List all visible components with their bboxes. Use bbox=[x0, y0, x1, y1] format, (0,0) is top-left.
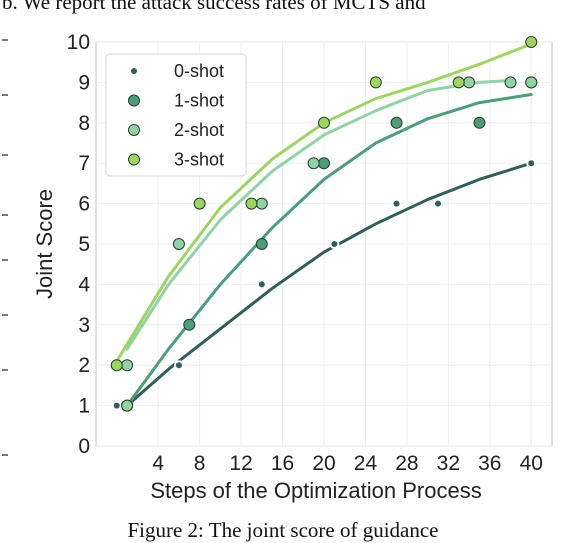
x-tick-label: 8 bbox=[194, 452, 206, 475]
x-tick-label: 20 bbox=[312, 452, 335, 475]
point-0-shot bbox=[393, 200, 400, 207]
point-2-shot bbox=[525, 76, 538, 89]
legend-label-0-shot: 0-shot bbox=[174, 61, 224, 81]
x-tick-label: 32 bbox=[437, 452, 460, 475]
legend-label-2-shot: 2-shot bbox=[174, 120, 224, 140]
x-tick-label: 36 bbox=[478, 452, 501, 475]
point-0-shot bbox=[175, 362, 182, 369]
point-1-shot bbox=[318, 157, 330, 170]
y-tick-label: 6 bbox=[78, 193, 90, 216]
x-tick-label: 24 bbox=[354, 452, 378, 475]
legend-marker-2-shot bbox=[128, 124, 140, 136]
y-tick-label: 7 bbox=[78, 152, 90, 175]
legend-label-1-shot: 1-shot bbox=[174, 91, 224, 111]
y-tick-label: 1 bbox=[78, 395, 90, 418]
figure-caption: Figure 2: The joint score of guidance bbox=[127, 518, 439, 542]
point-3-shot bbox=[369, 76, 382, 89]
point-1-shot bbox=[255, 238, 268, 250]
legend: 0-shot 1-shot 2-shot 3-shot bbox=[105, 53, 247, 177]
y-tick-label: 5 bbox=[78, 233, 90, 256]
x-axis-label: Steps of the Optimization Process bbox=[150, 478, 481, 503]
y-tick-label: 4 bbox=[78, 273, 90, 296]
point-1-shot bbox=[390, 116, 403, 129]
y-tick-label: 9 bbox=[78, 71, 90, 94]
x-tick-label: 40 bbox=[520, 452, 543, 475]
point-3-shot bbox=[452, 76, 465, 89]
y-axis-label: Joint Score bbox=[32, 189, 57, 299]
point-0-shot bbox=[113, 402, 120, 409]
point-2-shot bbox=[172, 238, 185, 250]
point-3-shot bbox=[245, 197, 258, 210]
x-tick-label: 16 bbox=[271, 452, 294, 475]
x-tick-label: 28 bbox=[395, 452, 418, 475]
point-2-shot bbox=[121, 399, 134, 412]
point-0-shot bbox=[331, 241, 338, 247]
point-1-shot bbox=[183, 318, 196, 331]
y-tick-label: 8 bbox=[78, 112, 90, 135]
point-0-shot bbox=[258, 281, 265, 288]
y-tick-label: 3 bbox=[78, 314, 90, 337]
y-tick-label: 10 bbox=[67, 31, 90, 54]
point-2-shot bbox=[504, 76, 517, 89]
point-0-shot bbox=[528, 160, 535, 167]
point-2-shot bbox=[463, 76, 476, 89]
legend-marker-1-shot bbox=[128, 94, 140, 107]
x-tick-label: 12 bbox=[229, 452, 252, 475]
point-2-shot bbox=[307, 157, 320, 170]
point-0-shot bbox=[435, 200, 441, 207]
left-margin-marks bbox=[2, 39, 8, 456]
trend-line-0-shot bbox=[125, 161, 533, 408]
data-points bbox=[110, 36, 538, 412]
legend-label-3-shot: 3-shot bbox=[174, 150, 224, 170]
legend-marker-0-shot bbox=[131, 68, 137, 74]
y-tick-label: 2 bbox=[78, 354, 90, 377]
point-2-shot bbox=[255, 197, 268, 210]
y-tick-labels: 0 1 2 3 4 5 6 7 8 9 10 bbox=[67, 31, 91, 458]
legend-box bbox=[105, 53, 247, 177]
point-1-shot bbox=[473, 116, 486, 129]
page-header-text: b. We report the attack success rates of… bbox=[2, 0, 426, 14]
point-3-shot bbox=[525, 36, 538, 48]
x-tick-labels: 4 8 12 16 20 24 28 32 36 40 bbox=[152, 452, 543, 475]
point-2-shot bbox=[121, 359, 134, 372]
y-tick-label: 0 bbox=[78, 435, 90, 458]
point-3-shot bbox=[318, 116, 330, 129]
legend-marker-3-shot bbox=[128, 153, 140, 166]
point-3-shot bbox=[110, 359, 123, 372]
point-3-shot bbox=[193, 197, 206, 210]
x-tick-label: 4 bbox=[152, 452, 164, 475]
